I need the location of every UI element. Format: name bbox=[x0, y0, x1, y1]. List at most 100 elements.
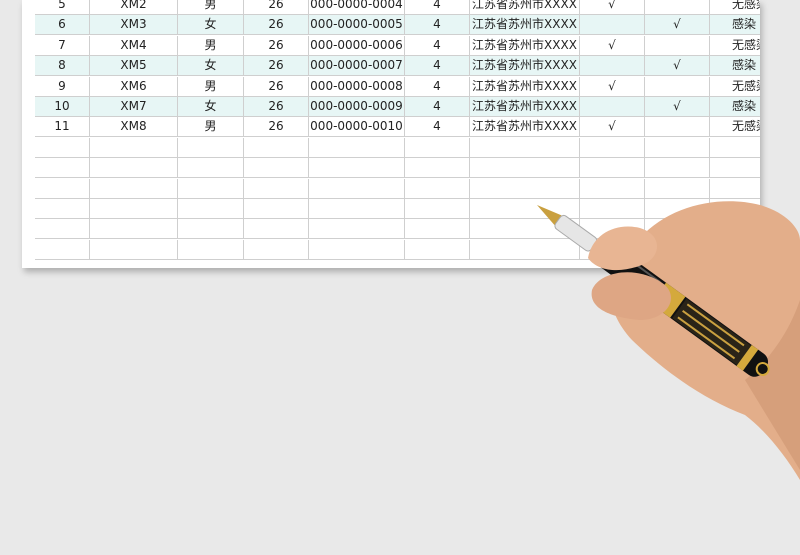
table-cell bbox=[90, 137, 178, 158]
table-cell bbox=[580, 56, 645, 77]
table-cell bbox=[309, 219, 405, 240]
table-cell: 26 bbox=[244, 76, 309, 97]
table-cell bbox=[35, 178, 90, 199]
table-cell bbox=[244, 239, 309, 260]
table-cell bbox=[90, 178, 178, 199]
table-cell: √ bbox=[580, 76, 645, 97]
table-cell bbox=[405, 239, 470, 260]
table-cell: XM4 bbox=[90, 35, 178, 56]
table-cell: 男 bbox=[178, 35, 244, 56]
table-cell: 江苏省苏州市XXXX bbox=[470, 56, 580, 77]
table-cell bbox=[90, 158, 178, 179]
table-cell: √ bbox=[580, 0, 645, 15]
table-cell bbox=[405, 158, 470, 179]
table-cell bbox=[35, 239, 90, 260]
table-cell: 000-0000-0010 bbox=[309, 117, 405, 138]
table-cell: 无感染 bbox=[710, 117, 760, 138]
table-cell: XM6 bbox=[90, 76, 178, 97]
table-cell bbox=[178, 178, 244, 199]
table-cell: 000-0000-0006 bbox=[309, 35, 405, 56]
table-cell: 6 bbox=[35, 15, 90, 36]
table-cell bbox=[244, 219, 309, 240]
table-cell bbox=[645, 137, 710, 158]
table-cell bbox=[645, 117, 710, 138]
table-cell: 4 bbox=[405, 117, 470, 138]
table-cell bbox=[645, 158, 710, 179]
table-cell: 000-0000-0005 bbox=[309, 15, 405, 36]
table-cell bbox=[645, 35, 710, 56]
table-cell bbox=[580, 199, 645, 219]
table-cell: 无感染 bbox=[710, 0, 760, 15]
table-cell bbox=[244, 178, 309, 199]
table-cell: 无感染 bbox=[710, 36, 760, 56]
table-cell bbox=[244, 199, 309, 219]
table-cell: √ bbox=[580, 35, 645, 56]
table-cell bbox=[309, 178, 405, 199]
table-cell: 26 bbox=[244, 97, 309, 117]
thumb bbox=[588, 226, 658, 271]
table-cell bbox=[309, 199, 405, 219]
table-cell bbox=[35, 137, 90, 158]
table-cell: XM8 bbox=[90, 117, 178, 138]
spreadsheet: 5XM2男26000-0000-00044江苏省苏州市XXXX√无感染6XM3女… bbox=[22, 0, 760, 268]
table-cell bbox=[470, 137, 580, 158]
table-cell: 000-0000-0009 bbox=[309, 97, 405, 117]
table-cell: 4 bbox=[405, 97, 470, 117]
table-cell: √ bbox=[645, 15, 710, 36]
table-cell bbox=[580, 15, 645, 36]
table-cell bbox=[470, 239, 580, 260]
table-cell bbox=[470, 199, 580, 219]
table-cell: XM2 bbox=[90, 0, 178, 15]
table-cell: 感染 bbox=[710, 97, 760, 117]
table-cell: 男 bbox=[178, 0, 244, 15]
table-cell bbox=[178, 137, 244, 158]
table-cell: XM7 bbox=[90, 97, 178, 117]
table-cell: 江苏省苏州市XXXX bbox=[470, 15, 580, 36]
table-cell bbox=[244, 137, 309, 158]
table-row: 6 XM3 女 26 000-0000-0005 4 江苏省苏州市XXXX √ 感染 bbox=[35, 15, 760, 36]
table-cell bbox=[710, 158, 760, 179]
table-cell bbox=[35, 219, 90, 240]
table-cell bbox=[405, 199, 470, 219]
table-cell: 感染 bbox=[710, 15, 760, 36]
table-cell: 女 bbox=[178, 15, 244, 36]
table-cell bbox=[580, 178, 645, 199]
table-cell bbox=[710, 179, 760, 199]
table-cell: 江苏省苏州市XXXX bbox=[470, 76, 580, 97]
table-cell bbox=[178, 219, 244, 240]
table-cell bbox=[178, 239, 244, 260]
table-cell bbox=[309, 239, 405, 260]
table-cell bbox=[405, 219, 470, 240]
table-cell bbox=[645, 76, 710, 97]
table-cell bbox=[90, 219, 178, 240]
table-cell bbox=[580, 137, 645, 158]
table-cell bbox=[90, 199, 178, 219]
table-cell: 000-0000-0008 bbox=[309, 76, 405, 97]
table-cell bbox=[580, 97, 645, 117]
hand-shade bbox=[745, 300, 800, 470]
table-cell: 26 bbox=[244, 35, 309, 56]
table-cell: 女 bbox=[178, 56, 244, 77]
table-cell: 000-0000-0004 bbox=[309, 0, 405, 15]
table-cell: 26 bbox=[244, 0, 309, 15]
table-cell: 11 bbox=[35, 117, 90, 138]
table-cell bbox=[178, 199, 244, 219]
table-cell: 8 bbox=[35, 56, 90, 77]
table-cell: 4 bbox=[405, 15, 470, 36]
table-cell: 江苏省苏州市XXXX bbox=[470, 117, 580, 138]
table-cell: XM5 bbox=[90, 56, 178, 77]
table-cell: 无感染 bbox=[710, 77, 760, 97]
table-cell: 4 bbox=[405, 76, 470, 97]
table-cell: 7 bbox=[35, 35, 90, 56]
finger bbox=[591, 272, 671, 320]
table-cell bbox=[470, 178, 580, 199]
table-cell: √ bbox=[580, 117, 645, 138]
table-cell: 4 bbox=[405, 35, 470, 56]
table-cell bbox=[645, 0, 710, 15]
table-row bbox=[35, 158, 760, 179]
table-cell: XM3 bbox=[90, 15, 178, 36]
table-cell bbox=[645, 178, 710, 199]
